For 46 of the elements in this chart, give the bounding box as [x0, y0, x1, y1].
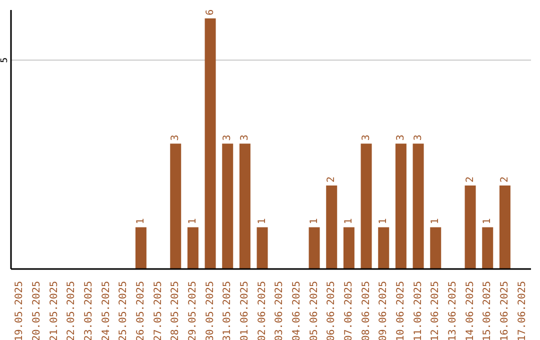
data-label: 2	[464, 176, 476, 182]
bar	[430, 227, 442, 269]
data-label: 3	[170, 134, 182, 141]
bar	[326, 185, 338, 269]
bar	[256, 227, 268, 269]
x-tick-label: 13.06.2025	[448, 281, 458, 340]
x-tick-label: 14.06.2025	[464, 281, 476, 340]
data-label: 1	[430, 218, 442, 224]
data-label: 2	[499, 176, 510, 182]
bar	[308, 227, 320, 269]
x-tick-label: 15.06.2025	[482, 281, 494, 340]
data-label: 1	[482, 218, 494, 224]
data-label: 3	[360, 134, 372, 141]
bar	[239, 144, 250, 269]
bar	[222, 144, 234, 269]
bar	[499, 185, 510, 269]
data-label: 1	[256, 218, 268, 224]
bar	[135, 227, 146, 269]
x-tick-label: 19.05.2025	[14, 281, 26, 340]
data-label: 1	[343, 218, 354, 224]
bar	[360, 144, 372, 269]
data-label: 2	[326, 176, 338, 182]
bar	[482, 227, 494, 269]
x-tick-label: 11.06.2025	[412, 281, 424, 340]
bar	[464, 185, 476, 269]
data-label: 3	[412, 134, 424, 141]
data-label: 1	[308, 218, 320, 224]
data-label: 3	[222, 134, 234, 141]
x-tick-label: 16.06.2025	[500, 281, 510, 340]
data-label: 1	[187, 218, 198, 224]
bar	[378, 227, 390, 269]
bar	[187, 227, 198, 269]
bar	[204, 18, 216, 269]
data-label: 6	[204, 9, 216, 16]
y-tick-label: 5	[0, 57, 10, 63]
x-tick-label: 10.06.2025	[396, 281, 406, 340]
x-tick-label: 12.06.2025	[430, 281, 442, 340]
bar	[395, 144, 406, 269]
bar	[170, 144, 182, 269]
bar	[343, 227, 354, 269]
bar	[412, 144, 424, 269]
data-label: 3	[239, 134, 250, 141]
data-label: 1	[378, 218, 390, 224]
x-tick-label: 17.06.2025	[516, 281, 528, 340]
data-label: 1	[135, 218, 146, 224]
data-label: 3	[395, 134, 406, 141]
